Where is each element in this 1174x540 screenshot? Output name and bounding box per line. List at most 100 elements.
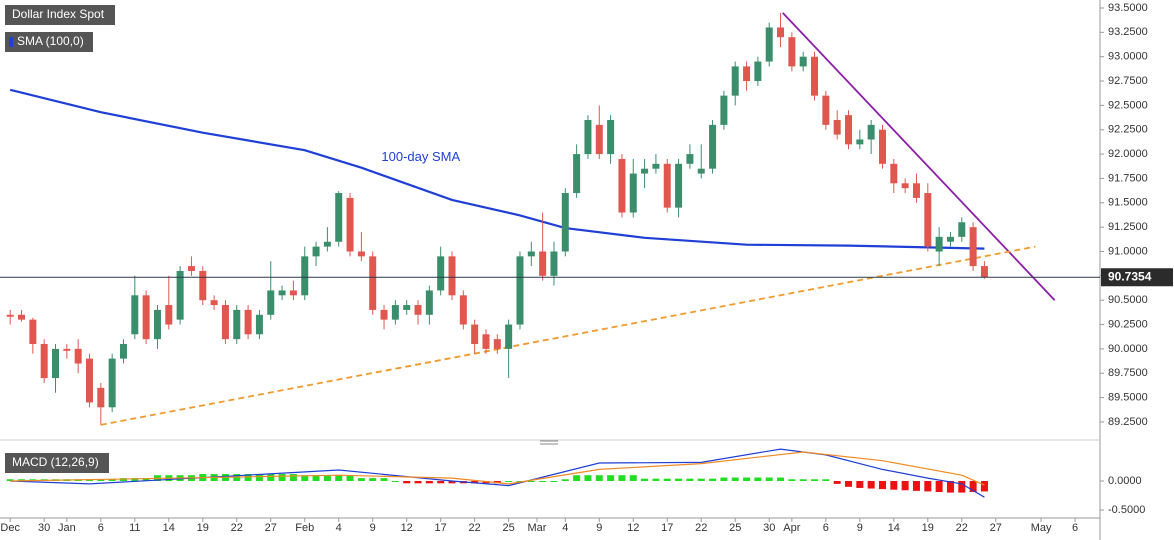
candle-body — [675, 163, 683, 208]
macd-histogram-bar — [573, 475, 581, 481]
y-tick-label: 91.7500 — [1108, 172, 1148, 184]
candle-body — [743, 66, 751, 82]
chart-title: Dollar Index Spot — [12, 7, 105, 21]
macd-histogram-bar — [675, 478, 683, 481]
x-tick-label: Jan — [58, 522, 76, 534]
last-price-box — [1101, 268, 1173, 287]
candle-body — [18, 314, 26, 320]
candle-body — [505, 324, 513, 349]
macd-histogram-bar — [777, 477, 785, 481]
macd-histogram-bar — [448, 480, 456, 484]
panel-grip[interactable] — [540, 440, 558, 445]
candle-body — [6, 314, 14, 317]
candle-body — [867, 124, 875, 140]
x-tick-label: May — [1031, 522, 1052, 534]
x-tick-label: 6 — [1072, 522, 1078, 534]
macd-histogram-bar — [561, 479, 569, 481]
x-tick-label: 9 — [857, 522, 863, 534]
candle-body — [663, 163, 671, 208]
macd-title: MACD (12,26,9) — [12, 455, 99, 469]
candle-body — [629, 173, 637, 213]
candle-body — [380, 309, 388, 320]
macd-histogram-bar — [980, 480, 988, 492]
y-tick-label: 91.5000 — [1108, 197, 1148, 209]
macd-histogram-bar — [686, 478, 694, 481]
macd-histogram-bar — [539, 480, 547, 482]
macd-histogram-bar — [335, 475, 343, 481]
macd-histogram-bar — [471, 480, 479, 484]
macd-histogram-bar — [969, 480, 977, 493]
candle-body — [777, 27, 785, 38]
y-tick-label: 93.5000 — [1108, 2, 1148, 14]
candle-body — [811, 56, 819, 96]
macd-histogram-bar — [754, 477, 762, 481]
y-tick-label: 89.7500 — [1108, 367, 1148, 379]
macd-histogram-bar — [6, 479, 14, 481]
sma-legend-swatch — [9, 37, 13, 47]
macd-histogram-bar — [867, 480, 875, 489]
trendline — [100, 245, 1036, 426]
candle-body — [176, 270, 184, 320]
x-tick-label: 22 — [231, 522, 243, 534]
candle-body — [709, 124, 717, 169]
macd-line — [10, 451, 985, 486]
macd-histogram-bar — [833, 480, 841, 484]
candle-body — [459, 295, 467, 325]
macd-histogram-bar — [856, 480, 864, 488]
macd-histogram-bar — [97, 479, 105, 481]
candle-body — [210, 300, 218, 306]
candle-body — [516, 256, 524, 325]
macd-histogram-bar — [720, 477, 728, 481]
macd-title-box — [5, 453, 109, 473]
macd-histogram-bar — [731, 477, 739, 481]
candle-body — [697, 168, 705, 174]
macd-histogram-bar — [414, 480, 422, 484]
sma-annotation: 100-day SMA — [381, 149, 460, 164]
x-tick-label: 9 — [596, 522, 602, 534]
candle-body — [765, 27, 773, 62]
macd-histogram-bar — [743, 477, 751, 481]
x-tick-label: Apr — [783, 522, 800, 534]
x-tick-label: 6 — [98, 522, 104, 534]
candle-body — [448, 256, 456, 296]
candle-body — [471, 324, 479, 345]
sma-line — [9, 88, 985, 250]
macd-histogram-bar — [629, 475, 637, 481]
candle-body — [187, 266, 195, 271]
candle-body — [493, 339, 501, 349]
y-tick-label: 92.2500 — [1108, 124, 1148, 136]
candle-body — [221, 305, 229, 340]
y-tick-label: 92.0000 — [1108, 148, 1148, 160]
candle-body — [289, 290, 297, 296]
candle-body — [301, 256, 309, 296]
macd-histogram-bar — [788, 479, 796, 481]
candle-body — [267, 290, 275, 315]
candle-body — [561, 193, 569, 252]
sma-legend-box — [5, 32, 93, 52]
x-tick-label: 12 — [627, 522, 639, 534]
macd-histogram-bar — [18, 479, 26, 481]
candle-body — [414, 305, 422, 315]
candle-body — [482, 334, 490, 349]
macd-histogram-bar — [346, 475, 354, 481]
x-tick-label: 17 — [661, 522, 673, 534]
macd-histogram-bar — [278, 474, 286, 481]
x-tick-label: Mar — [527, 522, 546, 534]
candle-body — [924, 193, 932, 247]
macd-histogram-bar — [391, 480, 399, 482]
candle-body — [153, 309, 161, 340]
candle-body — [980, 266, 988, 278]
macd-histogram-bar — [935, 480, 943, 493]
y-tick-label: 93.2500 — [1108, 26, 1148, 38]
title-box — [5, 5, 115, 25]
x-tick-label: 25 — [729, 522, 741, 534]
macd-histogram-bar — [811, 479, 819, 481]
macd-histogram-bar — [946, 480, 954, 493]
candle-body — [720, 95, 728, 125]
candle-body — [312, 246, 320, 257]
x-tick-label: 6 — [823, 522, 829, 534]
macd-histogram-bar — [527, 480, 535, 482]
x-tick-label: 9 — [370, 522, 376, 534]
macd-histogram-bar — [709, 478, 717, 481]
macd-histogram-bar — [131, 478, 139, 481]
